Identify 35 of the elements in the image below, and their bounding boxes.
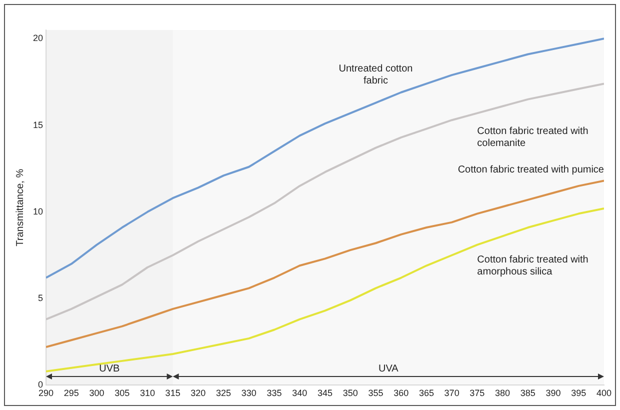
x-tick-label: 360 bbox=[394, 388, 409, 398]
x-tick-label: 290 bbox=[38, 388, 54, 398]
x-tick-label: 340 bbox=[292, 388, 308, 398]
x-tick-label: 400 bbox=[596, 388, 612, 398]
x-tick-label: 305 bbox=[114, 388, 130, 398]
x-tick-label: 385 bbox=[520, 388, 536, 398]
band-label: UVA bbox=[378, 364, 399, 375]
series-label: Untreated cotton fabric bbox=[338, 64, 413, 87]
y-axis-title: Transmittance, % bbox=[14, 168, 26, 246]
y-tick-label: 15 bbox=[32, 120, 44, 130]
series-label: Cotton fabric treated with pumice bbox=[458, 164, 604, 176]
y-tick-label: 5 bbox=[38, 293, 44, 304]
x-tick-label: 310 bbox=[140, 388, 155, 398]
y-tick-label: 10 bbox=[32, 206, 44, 216]
x-tick-label: 380 bbox=[495, 388, 510, 398]
x-tick-label: 320 bbox=[190, 388, 206, 398]
x-tick-label: 315 bbox=[165, 388, 180, 398]
band-label: UVB bbox=[99, 364, 120, 375]
x-tick-label: 355 bbox=[368, 388, 384, 398]
x-tick-label: 350 bbox=[342, 388, 358, 398]
x-tick-label: 375 bbox=[470, 388, 485, 398]
series-label: Cotton fabric treated with colemanite bbox=[477, 126, 588, 149]
x-tick-label: 325 bbox=[216, 388, 232, 398]
x-tick-label: 300 bbox=[89, 388, 104, 398]
series-label: Cotton fabric treated with amorphous silica bbox=[477, 254, 588, 278]
x-tick-label: 330 bbox=[241, 388, 256, 398]
x-tick-label: 395 bbox=[571, 388, 586, 398]
y-tick-label: 0 bbox=[38, 380, 44, 390]
x-tick-label: 390 bbox=[546, 388, 561, 398]
x-tick-label: 365 bbox=[418, 388, 434, 398]
x-tick-label: 335 bbox=[266, 388, 282, 398]
x-tick-label: 370 bbox=[444, 388, 460, 398]
x-tick-label: 295 bbox=[64, 388, 79, 398]
y-tick-label: 20 bbox=[32, 33, 44, 44]
x-tick-label: 345 bbox=[317, 388, 333, 398]
